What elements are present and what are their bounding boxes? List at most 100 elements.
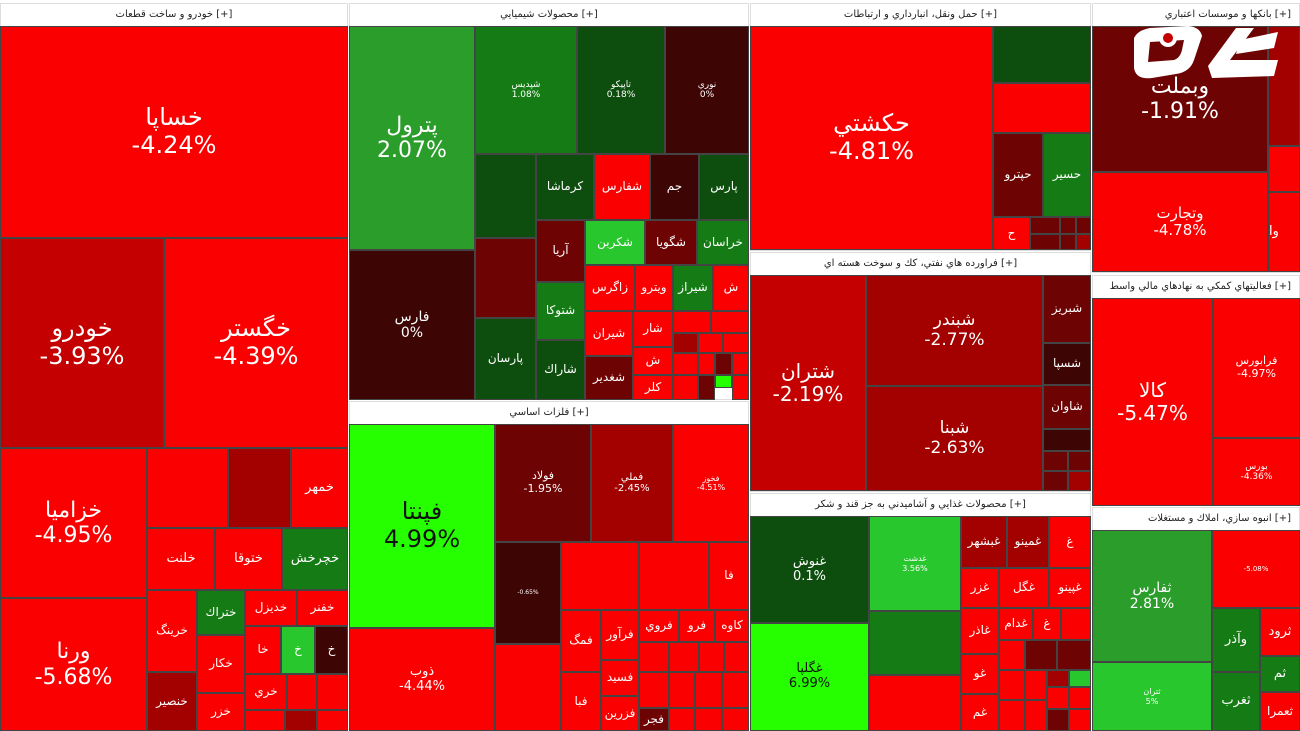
stock-tile[interactable] [475, 154, 536, 238]
stock-tile[interactable]: ثفارس 2.81% [1092, 530, 1212, 662]
stock-tile[interactable]: خچرخش [282, 528, 348, 590]
sector-title[interactable]: انبوه سازي، املاك و مستغلات [+] [1093, 508, 1299, 531]
stock-tile[interactable]: غدام [999, 608, 1033, 640]
stock-tile[interactable] [715, 353, 732, 375]
stock-tile[interactable] [999, 670, 1025, 700]
stock-tile[interactable] [285, 710, 317, 731]
stock-tile[interactable]: ويترو [635, 265, 673, 311]
stock-tile[interactable]: فارس 0% [349, 250, 475, 400]
stock-tile[interactable]: ورنا -5.68% [0, 598, 147, 731]
stock-tile[interactable]: غ [1033, 608, 1061, 640]
stock-tile[interactable]: شكربن [585, 220, 645, 265]
stock-tile[interactable]: خلنت [147, 528, 215, 590]
stock-tile[interactable]: فسيد [601, 660, 639, 696]
stock-tile[interactable] [732, 375, 749, 400]
stock-tile[interactable]: ش [713, 265, 749, 311]
stock-tile[interactable] [993, 26, 1091, 83]
stock-tile[interactable]: شغدير [585, 356, 633, 400]
stock-tile[interactable]: فا [709, 542, 749, 610]
stock-tile[interactable] [1043, 429, 1091, 451]
stock-tile[interactable] [228, 448, 291, 528]
stock-tile[interactable]: پترول 2.07% [349, 26, 475, 250]
stock-tile[interactable] [669, 672, 695, 708]
stock-tile[interactable]: فبا [561, 672, 601, 731]
stock-tile[interactable] [673, 333, 698, 353]
stock-tile[interactable] [1043, 471, 1068, 491]
stock-tile[interactable]: شبنا -2.63% [866, 386, 1043, 491]
stock-tile[interactable] [1068, 451, 1091, 471]
stock-tile[interactable] [1061, 608, 1091, 640]
stock-tile[interactable] [673, 353, 698, 375]
stock-tile[interactable]: وآذر [1212, 608, 1260, 672]
stock-tile[interactable] [1068, 471, 1091, 491]
stock-tile[interactable] [1030, 234, 1060, 250]
stock-tile[interactable] [245, 710, 285, 731]
stock-tile[interactable]: غمينو [1007, 516, 1049, 568]
stock-tile[interactable]: خكار [197, 635, 245, 693]
sector-title[interactable]: محصولات شيميايي [+] [350, 4, 748, 27]
stock-tile[interactable]: شتوكا [536, 282, 585, 340]
stock-tile[interactable] [711, 311, 749, 333]
stock-tile[interactable]: فرو [679, 610, 715, 642]
stock-tile[interactable]: شفارس [594, 154, 650, 220]
stock-tile[interactable]: ثم [1260, 656, 1300, 692]
stock-tile[interactable] [1069, 687, 1091, 709]
stock-tile[interactable]: فرابورس -4.97% [1213, 298, 1300, 438]
stock-tile[interactable]: فجر [639, 708, 669, 731]
stock-tile[interactable]: ختراك [197, 590, 245, 635]
stock-tile[interactable]: غم [961, 694, 999, 731]
stock-tile[interactable] [1047, 687, 1069, 709]
stock-tile[interactable]: شاراك [536, 340, 585, 400]
sector-title[interactable]: محصولات غذايي و آشاميدني به جز قند و شكر… [751, 494, 1090, 517]
sector-title[interactable]: حمل ونقل، انبارداري و ارتباطات [+] [751, 4, 1090, 27]
stock-tile[interactable]: پارس [699, 154, 749, 220]
stock-tile[interactable]: آريا [536, 220, 585, 282]
sector-title[interactable]: خودرو و ساخت قطعات [+] [1, 4, 347, 27]
stock-tile[interactable]: غزر [961, 568, 999, 608]
stock-tile[interactable] [639, 542, 709, 610]
stock-tile[interactable]: وا [1268, 192, 1300, 272]
stock-tile[interactable] [695, 672, 722, 708]
stock-tile[interactable]: ح [993, 217, 1030, 250]
stock-tile[interactable] [287, 674, 317, 710]
stock-tile[interactable]: خگستر -4.39% [164, 238, 348, 448]
stock-tile[interactable]: زاگرس [585, 265, 635, 311]
stock-tile[interactable]: فرآور [601, 610, 639, 660]
stock-tile[interactable]: غدشت 3.56% [869, 516, 961, 611]
stock-tile[interactable]: غاذر [961, 608, 999, 654]
stock-tile[interactable]: غنوش 0.1% [750, 516, 869, 623]
stock-tile[interactable] [722, 708, 749, 731]
stock-tile[interactable] [1069, 670, 1091, 687]
stock-tile[interactable]: ثرود [1260, 608, 1300, 656]
stock-tile[interactable] [1047, 670, 1069, 687]
stock-tile[interactable] [673, 311, 711, 333]
stock-tile[interactable]: كالا -5.47% [1092, 298, 1213, 506]
stock-tile[interactable]: خري [245, 674, 287, 710]
stock-tile[interactable] [869, 611, 961, 675]
stock-tile[interactable]: خودرو -3.93% [0, 238, 164, 448]
stock-tile[interactable] [317, 674, 348, 710]
stock-tile[interactable] [1043, 451, 1068, 471]
stock-tile[interactable] [715, 375, 732, 388]
stock-tile[interactable] [1060, 217, 1076, 234]
stock-tile[interactable]: غگلپا 6.99% [750, 623, 869, 731]
stock-tile[interactable] [723, 333, 749, 353]
stock-tile[interactable] [999, 640, 1025, 670]
stock-tile[interactable]: حپترو [993, 133, 1043, 217]
stock-tile[interactable]: خساپا -4.24% [0, 26, 348, 238]
stock-tile[interactable]: شسپا [1043, 343, 1091, 385]
stock-tile[interactable] [1268, 146, 1300, 192]
stock-tile[interactable]: بورس -4.36% [1213, 438, 1300, 506]
stock-tile[interactable]: شگويا [645, 220, 697, 265]
stock-tile[interactable]: تاپيكو 0.18% [577, 26, 665, 154]
stock-tile[interactable] [669, 708, 695, 731]
stock-tile[interactable]: خا [245, 626, 281, 674]
stock-tile[interactable]: جم [650, 154, 699, 220]
stock-tile[interactable] [1076, 234, 1091, 250]
stock-tile[interactable]: خفنر [297, 590, 348, 626]
stock-tile[interactable] [698, 333, 723, 353]
stock-tile[interactable] [999, 700, 1025, 731]
stock-tile[interactable]: خرينگ [147, 590, 197, 672]
stock-tile[interactable]: فپنتا 4.99% [349, 424, 495, 628]
stock-tile[interactable]: خزر [197, 693, 245, 731]
